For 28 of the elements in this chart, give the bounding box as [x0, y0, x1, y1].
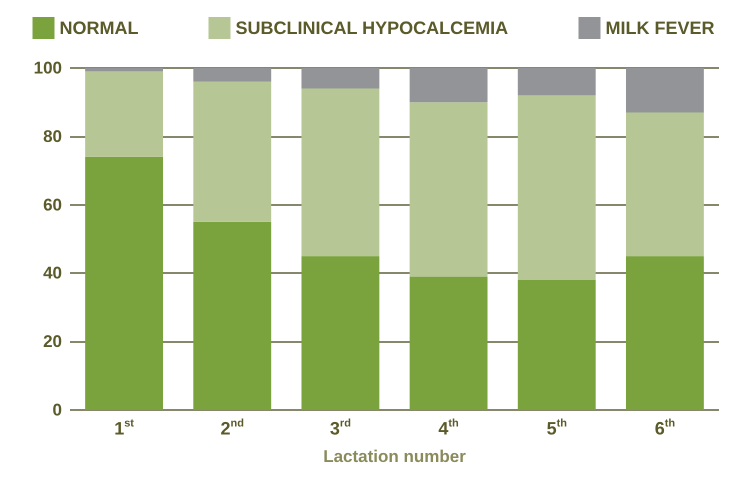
bar	[193, 82, 272, 222]
y-tick-label: 40	[43, 264, 62, 283]
bar	[410, 276, 488, 410]
bar	[301, 88, 380, 256]
bar	[85, 68, 164, 72]
bar	[410, 102, 488, 277]
legend-label: NORMAL	[60, 18, 139, 38]
bar	[626, 112, 704, 256]
bar	[626, 68, 704, 112]
legend-label: MILK FEVER	[605, 18, 715, 38]
bar	[193, 222, 272, 410]
bar	[626, 256, 704, 410]
bar	[518, 68, 596, 96]
legend-label: SUBCLINICAL HYPOCALCEMIA	[235, 18, 508, 38]
y-tick-label: 80	[43, 126, 62, 146]
y-tick-label: 60	[43, 195, 62, 214]
y-tick-label: 0	[52, 400, 62, 420]
y-tick-label: 20	[43, 332, 62, 352]
bar	[85, 71, 164, 157]
bar	[193, 68, 272, 82]
bar	[301, 256, 380, 410]
y-tick-label: 100	[34, 58, 62, 78]
bar	[410, 68, 488, 102]
bar	[518, 95, 596, 280]
bar	[301, 68, 380, 89]
bar	[518, 280, 596, 410]
bar	[85, 156, 164, 410]
x-axis-title: Lactation number	[323, 447, 466, 466]
